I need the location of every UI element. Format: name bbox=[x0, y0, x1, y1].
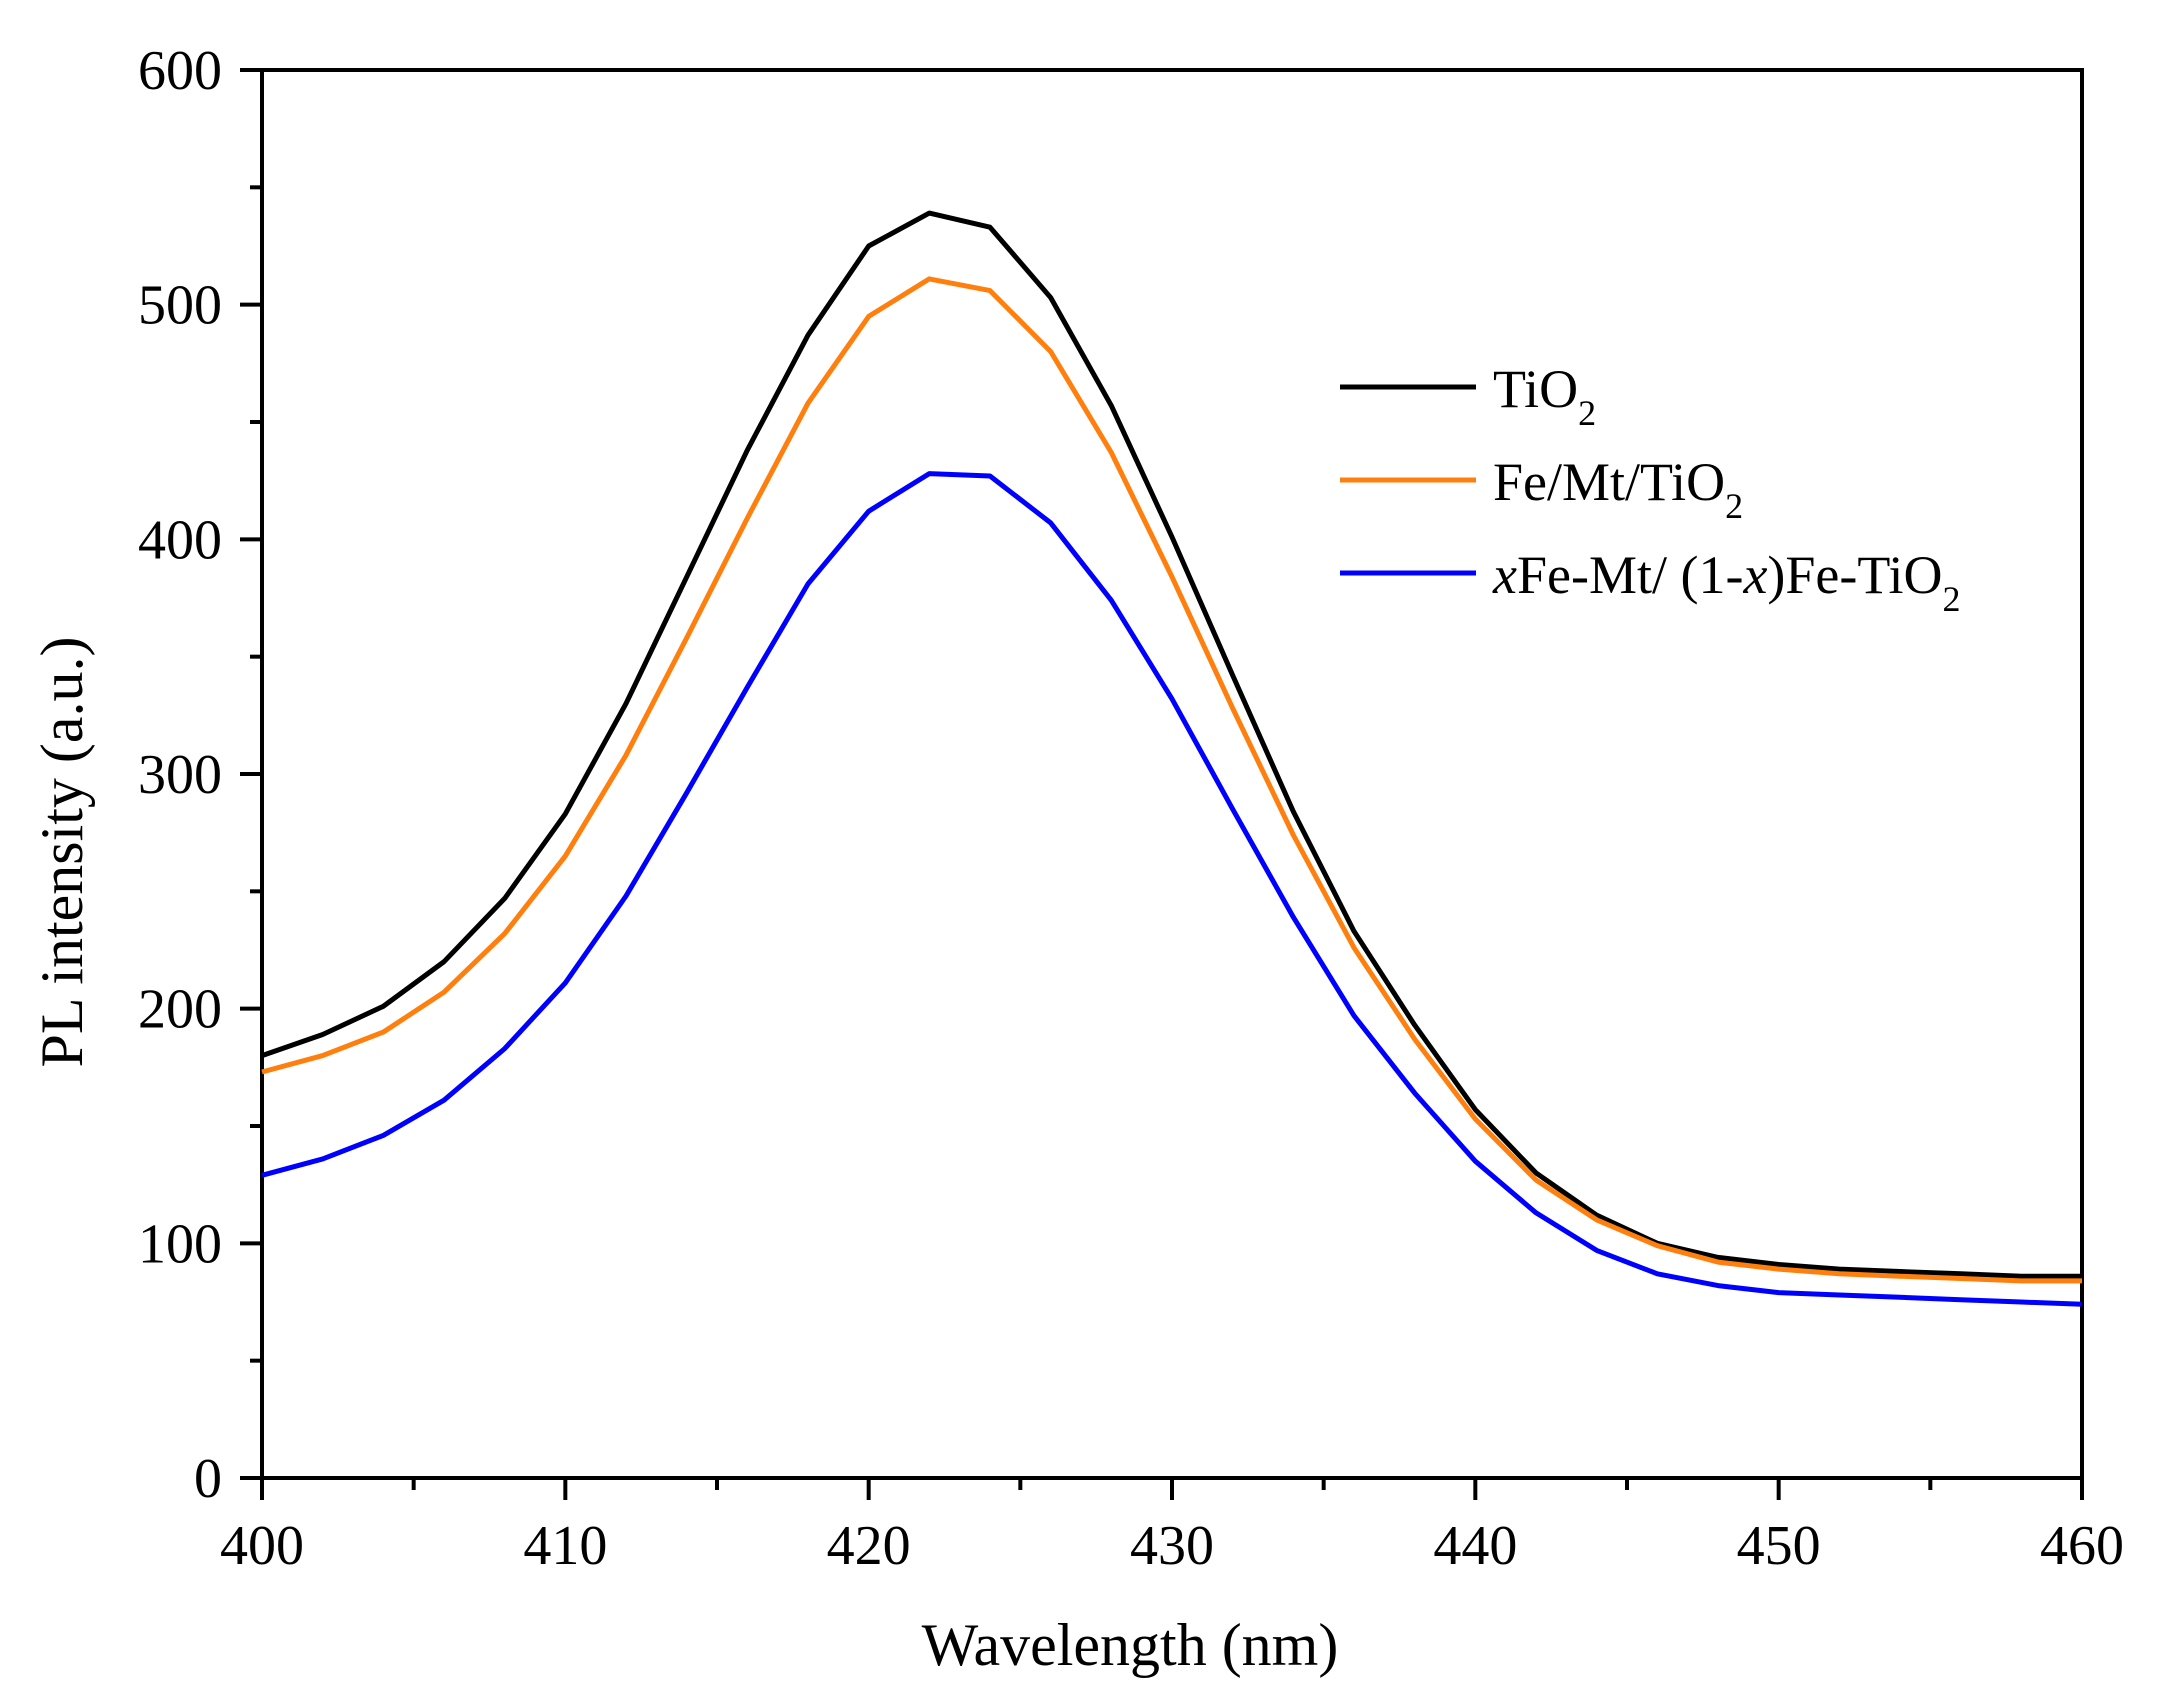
x-tick-label: 460 bbox=[2040, 1515, 2124, 1577]
y-tick-label: 100 bbox=[138, 1213, 222, 1275]
legend: TiO2 Fe/Mt/TiO2 xFe-Mt/ (1-x)Fe-TiO2 bbox=[1340, 359, 1960, 619]
y-axis-ticks: 0 100 200 300 400 500 600 bbox=[138, 40, 262, 1510]
legend-label-xfe-mt-fe-tio2: xFe-Mt/ (1-x)Fe-TiO2 bbox=[1492, 545, 1960, 619]
x-tick-label: 440 bbox=[1433, 1515, 1517, 1577]
series-line-2 bbox=[261, 471, 2083, 1307]
x-tick-label: 410 bbox=[523, 1515, 607, 1577]
series-line-1 bbox=[261, 276, 2082, 1284]
legend-label-tio2: TiO2 bbox=[1493, 359, 1596, 433]
x-axis-ticks: 400 410 420 430 440 450 460 bbox=[220, 1478, 2124, 1577]
y-tick-label: 200 bbox=[138, 979, 222, 1041]
x-tick-label: 420 bbox=[827, 1515, 911, 1577]
y-tick-label: 0 bbox=[194, 1448, 222, 1510]
y-tick-label: 400 bbox=[138, 509, 222, 571]
x-axis-title: Wavelength (nm) bbox=[922, 1612, 1339, 1678]
plot-area bbox=[260, 68, 2084, 1480]
x-tick-label: 430 bbox=[1130, 1515, 1214, 1577]
y-tick-label: 600 bbox=[138, 40, 222, 102]
y-tick-label: 300 bbox=[138, 744, 222, 806]
series-line-0 bbox=[261, 210, 2082, 1279]
legend-label-fe-mt-tio2: Fe/Mt/TiO2 bbox=[1493, 452, 1743, 526]
y-axis-title: PL intensity (a.u.) bbox=[29, 636, 95, 1067]
x-tick-label: 450 bbox=[1737, 1515, 1821, 1577]
y-tick-label: 500 bbox=[138, 275, 222, 337]
x-tick-label: 400 bbox=[220, 1515, 304, 1577]
